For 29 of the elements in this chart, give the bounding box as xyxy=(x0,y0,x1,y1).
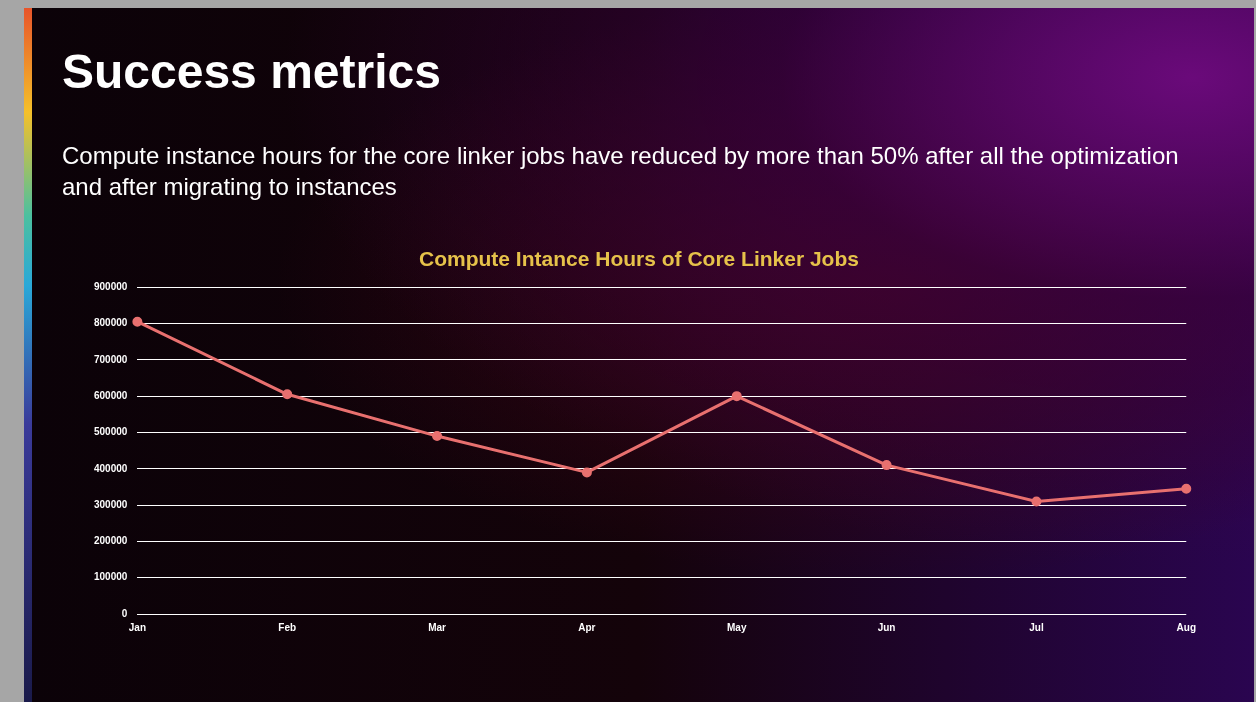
y-tick-label: 100000 xyxy=(93,571,128,583)
text: Success metrics xyxy=(62,44,441,99)
y-tick-label: 900000 xyxy=(93,280,128,292)
x-tick-label: Jun xyxy=(877,621,896,633)
y-tick-label: 700000 xyxy=(93,353,128,365)
x-tick-label: Jan xyxy=(128,621,146,633)
y-tick-label: 0 xyxy=(121,607,128,619)
y-tick-label: 500000 xyxy=(93,426,128,438)
point xyxy=(282,389,293,400)
x-tick-label: May xyxy=(727,621,747,633)
y-tick-label: 600000 xyxy=(93,389,128,401)
point xyxy=(1031,496,1042,507)
x-tick-label: Apr xyxy=(578,621,596,633)
point xyxy=(881,460,892,471)
point xyxy=(432,431,443,442)
y-tick-label: 800000 xyxy=(93,317,128,329)
point xyxy=(581,467,592,478)
point xyxy=(1181,483,1192,494)
chart-title: Compute Intance Hours of Core Linker Jobs xyxy=(419,247,859,271)
x-tick-label: Mar xyxy=(428,621,447,633)
point xyxy=(132,316,143,327)
x-tick-label: Feb xyxy=(278,621,297,633)
text: Compute instance hours for the core linker jobs have reduced by more than 50% after all the optimization and after migrating to instances xyxy=(62,141,1180,202)
y-tick-label: 200000 xyxy=(93,535,128,547)
point xyxy=(731,391,742,402)
y-tick-label: 400000 xyxy=(93,462,128,474)
y-tick-label: 300000 xyxy=(93,498,128,510)
x-tick-label: Jul xyxy=(1029,621,1044,633)
x-tick-label: Aug xyxy=(1176,621,1197,633)
